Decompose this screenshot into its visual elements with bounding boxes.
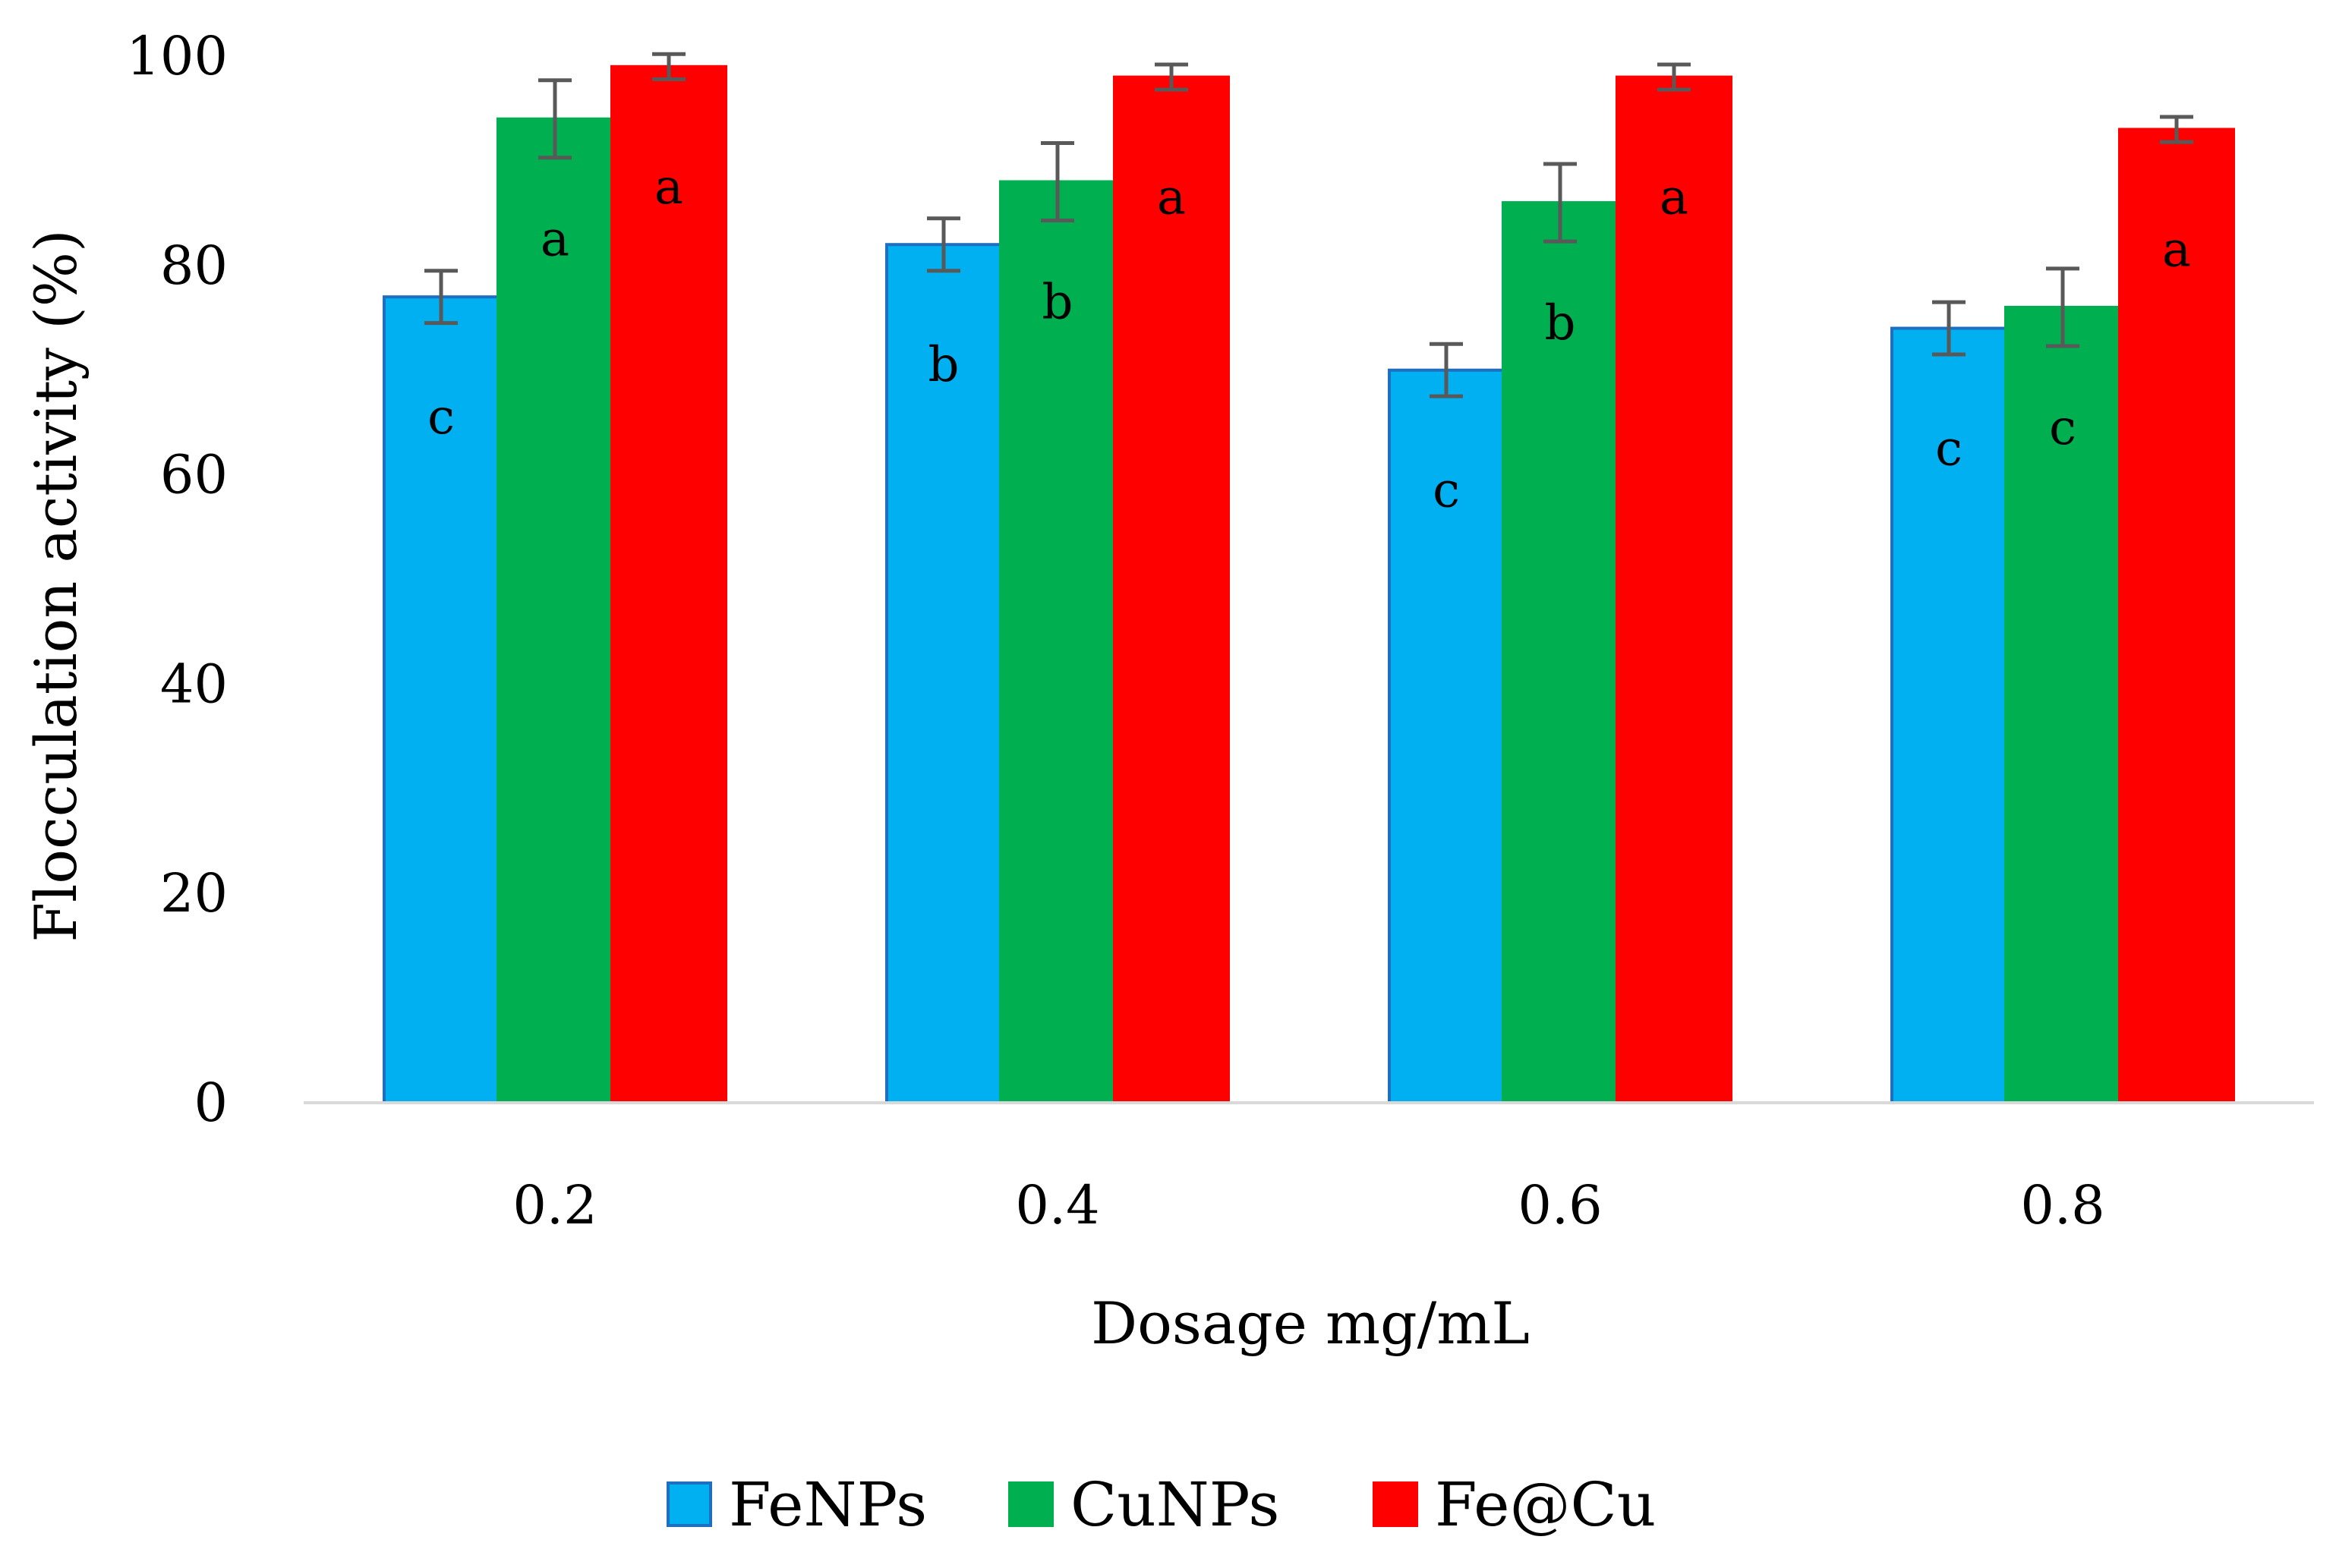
- bar-fe-cu: [610, 65, 727, 1104]
- bar-cunps: [2004, 305, 2121, 1105]
- error-bar: [2160, 115, 2193, 144]
- legend-item: Fe@Cu: [1373, 1469, 1656, 1540]
- significance-letter: c: [427, 389, 455, 446]
- x-tick-label: 0.8: [2020, 1174, 2104, 1236]
- significance-letter: a: [654, 159, 683, 216]
- error-bar: [652, 52, 686, 81]
- legend-item: FeNPs: [667, 1469, 927, 1540]
- y-tick-label: 0: [194, 1072, 228, 1134]
- y-tick-label: 20: [160, 862, 228, 924]
- significance-letter: b: [1042, 274, 1073, 330]
- bar-cunps: [999, 180, 1116, 1105]
- significance-letter: b: [928, 337, 960, 393]
- x-tick-label: 0.4: [1015, 1174, 1099, 1236]
- error-bar: [1657, 62, 1691, 92]
- bars-layer: [383, 65, 2235, 1105]
- error-bar: [1932, 300, 1966, 357]
- error-bar: [538, 78, 572, 160]
- significance-letter: c: [1935, 421, 1962, 477]
- legend-swatch: [1373, 1481, 1418, 1527]
- legend-label: FeNPs: [729, 1469, 927, 1540]
- y-tick-label: 60: [160, 444, 228, 506]
- y-tick-label: 80: [160, 235, 228, 297]
- y-axis-title: Flocculation activity (%): [22, 229, 90, 942]
- error-bar: [2046, 266, 2079, 348]
- x-tick-label: 0.2: [512, 1174, 597, 1236]
- error-bar: [1543, 162, 1577, 244]
- legend: FeNPs CuNPs Fe@Cu: [667, 1469, 1656, 1540]
- legend-item: CuNPs: [1008, 1469, 1279, 1540]
- x-tick-label: 0.6: [1518, 1174, 1602, 1236]
- letters-layer: c a a b b a c b a c c a: [427, 159, 2191, 519]
- error-bar: [1041, 140, 1074, 223]
- x-tick-labels: 0.2 0.4 0.6 0.8: [512, 1174, 2104, 1236]
- error-bar: [1430, 342, 1463, 398]
- legend-swatch: [667, 1481, 712, 1527]
- legend-label: Fe@Cu: [1435, 1469, 1656, 1540]
- significance-letter: a: [1660, 170, 1688, 226]
- significance-letter: a: [2162, 222, 2191, 279]
- bar-fe-cu: [1113, 75, 1230, 1105]
- significance-letter: a: [541, 212, 569, 268]
- bar-cunps: [497, 117, 613, 1105]
- significance-letter: a: [1157, 170, 1186, 226]
- significance-letter: c: [2049, 400, 2076, 456]
- bar-cunps: [1502, 201, 1619, 1104]
- significance-letter: c: [1433, 463, 1460, 519]
- bar-fenps: [383, 295, 500, 1104]
- bar-fe-cu: [1616, 75, 1732, 1105]
- y-tick-labels: 0 20 40 60 80 100: [126, 25, 228, 1134]
- error-bar: [424, 269, 458, 326]
- significance-letter: b: [1545, 295, 1576, 351]
- error-bar: [1155, 62, 1188, 92]
- x-axis-title: Dosage mg/mL: [1091, 1289, 1530, 1357]
- legend-swatch: [1008, 1481, 1054, 1527]
- errorbars-layer: [424, 52, 2193, 398]
- error-bar: [927, 216, 960, 273]
- legend-label: CuNPs: [1070, 1469, 1279, 1540]
- y-tick-label: 100: [126, 25, 228, 87]
- y-tick-label: 40: [160, 653, 228, 715]
